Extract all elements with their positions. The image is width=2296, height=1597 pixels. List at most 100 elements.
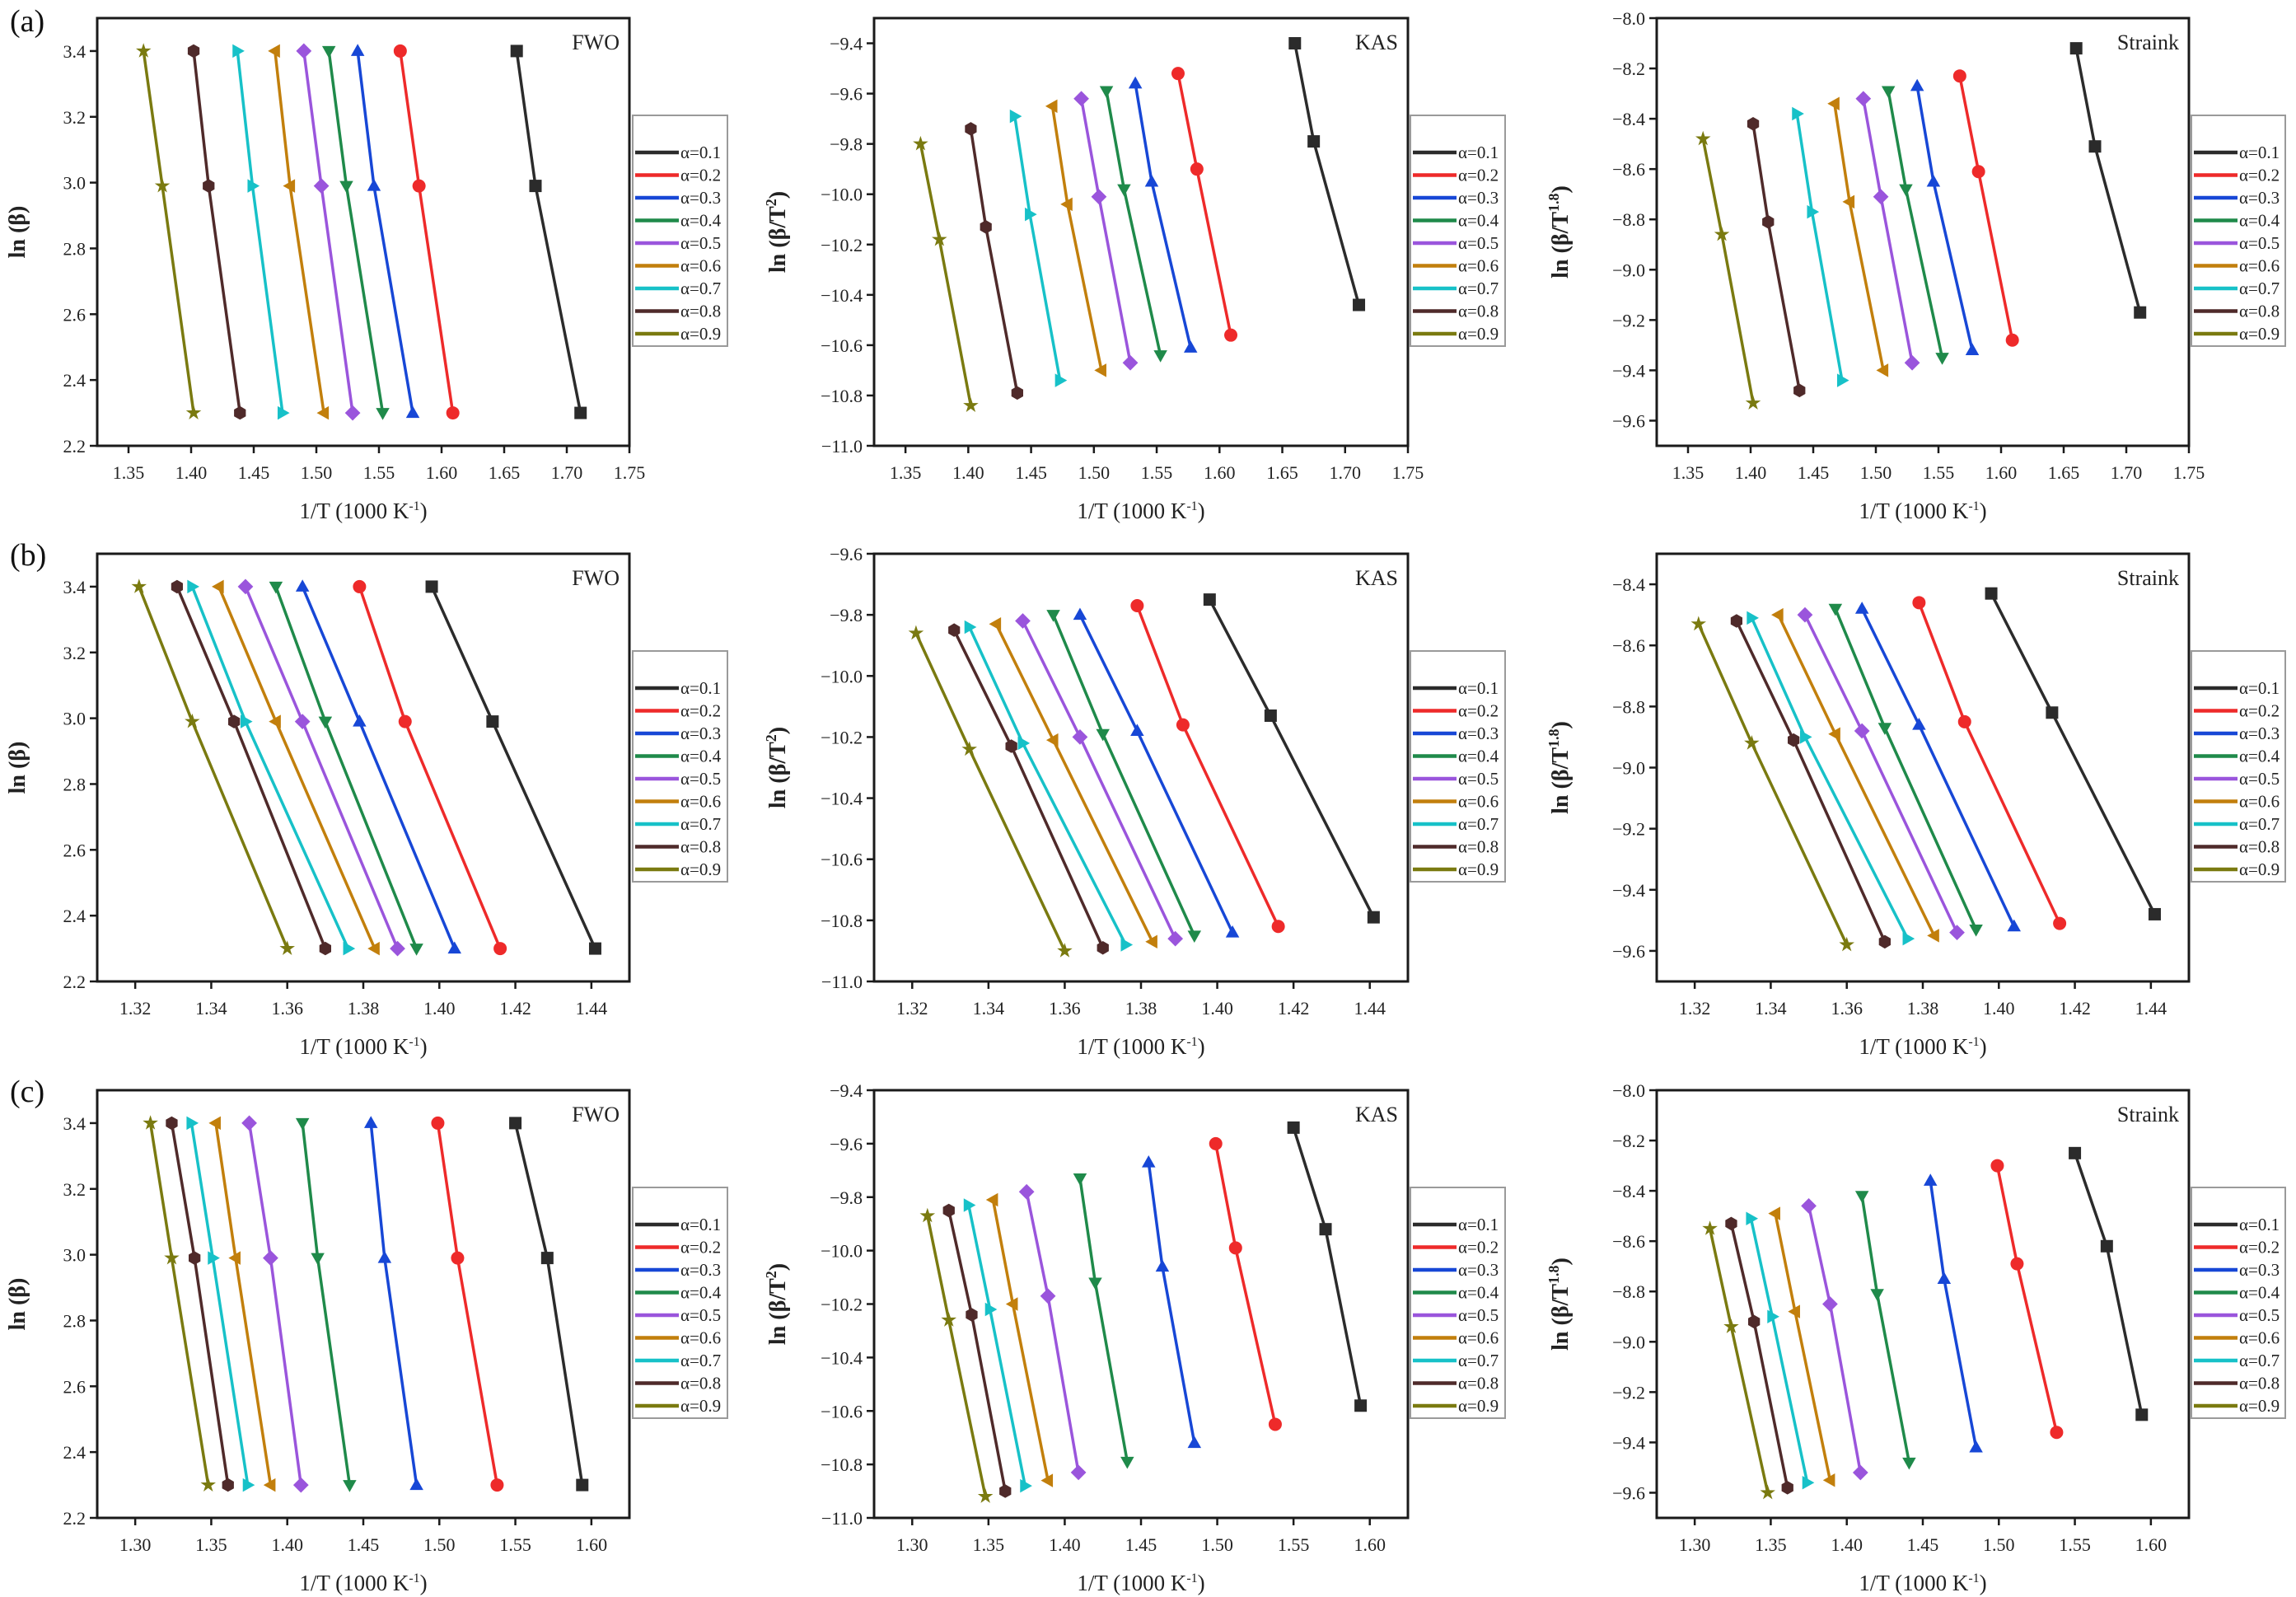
y-tick-label: −8.6 — [1612, 159, 1645, 180]
data-point — [1128, 76, 1143, 89]
x-tick-label: 1.45 — [1125, 1534, 1157, 1555]
y-tick-label: 3.2 — [63, 643, 87, 663]
data-point — [1878, 934, 1891, 949]
legend-item: α=0.8 — [2194, 302, 2280, 321]
data-point — [576, 1478, 589, 1492]
data-point — [1797, 606, 1813, 623]
method-label: FWO — [572, 566, 620, 590]
legend-item: α=0.5 — [2194, 769, 2280, 789]
data-point — [1011, 386, 1023, 400]
data-point — [1965, 343, 1980, 355]
data-point — [1099, 86, 1114, 99]
legend-label: α=0.4 — [1458, 211, 1499, 231]
legend-label: α=0.8 — [680, 302, 721, 321]
method-label: KAS — [1355, 566, 1398, 590]
data-point — [1702, 1220, 1718, 1235]
data-point — [316, 405, 330, 420]
y-tick-label: −9.6 — [1612, 941, 1645, 962]
legend-item: α=0.9 — [635, 859, 721, 879]
data-point — [1855, 91, 1872, 107]
data-point — [311, 1253, 325, 1266]
chart-b-fwo: 1.32 1.34 1.36 1.38 1.40 1.42 1.44 2.2 2.4 2.6 2.8… — [5, 552, 728, 1059]
method-label: Straink — [2117, 1103, 2179, 1126]
data-point — [1792, 106, 1804, 121]
legend-label: α=0.8 — [2239, 1374, 2280, 1393]
series-alpha-0.2 — [393, 44, 460, 420]
data-point — [1744, 735, 1760, 750]
chart-a-straink: 1.35 1.40 1.45 1.50 1.55 1.60 1.65 1.70 1.75 −9.6… — [1545, 8, 2286, 523]
series-alpha-0.9 — [908, 625, 1073, 958]
series-alpha-0.9 — [136, 43, 202, 419]
data-point — [185, 405, 202, 419]
method-label: FWO — [572, 1103, 620, 1126]
data-point — [486, 715, 499, 728]
data-point — [363, 1116, 378, 1128]
legend-label: α=0.7 — [680, 279, 721, 298]
data-point — [1271, 920, 1285, 934]
legend-label: α=0.5 — [680, 233, 721, 253]
legend: α=0.1 α=0.2 α=0.3 α=0.4α=0.5 α=0.6 α=0.7 α=0.8… — [2191, 115, 2286, 347]
y-tick-label: −8.2 — [1612, 59, 1645, 79]
series-alpha-0.2 — [1990, 1159, 2064, 1440]
series-alpha-0.1 — [1287, 1121, 1368, 1412]
legend-label: α=0.5 — [680, 1305, 721, 1325]
y-tick-label: −9.6 — [1612, 410, 1645, 431]
x-tick-label: 1.34 — [195, 998, 227, 1019]
data-point — [1354, 1399, 1368, 1412]
y-tick-label: −9.2 — [1612, 819, 1645, 840]
data-point — [509, 1117, 522, 1130]
y-tick-label: −10.0 — [821, 185, 863, 205]
series-alpha-0.3 — [350, 44, 420, 419]
legend-label: α=0.1 — [1458, 678, 1499, 698]
series-alpha-0.2 — [1130, 599, 1285, 934]
series-alpha-0.4 — [1073, 1173, 1134, 1469]
legend-box — [1410, 115, 1506, 347]
data-point — [212, 579, 224, 594]
data-point — [222, 1478, 234, 1492]
legend-item: α=0.7 — [2194, 1351, 2280, 1370]
legend-item: α=0.6 — [2194, 792, 2280, 812]
data-point — [1807, 204, 1820, 219]
legend-item: α=0.9 — [2194, 859, 2280, 879]
series-alpha-0.7 — [1747, 611, 1915, 946]
legend-label: α=0.1 — [1458, 143, 1499, 162]
y-tick-label: −10.2 — [821, 1295, 863, 1315]
legend-item: α=0.1 — [635, 678, 721, 698]
x-tick-label: 1.55 — [1923, 462, 1955, 483]
data-point — [425, 580, 438, 593]
y-tick-label: −9.4 — [1612, 360, 1645, 381]
legend-label: α=0.2 — [680, 166, 721, 185]
data-point — [1120, 1456, 1134, 1469]
data-point — [999, 1484, 1012, 1498]
legend-label: α=0.3 — [2239, 188, 2280, 208]
legend-label: α=0.2 — [680, 1238, 721, 1257]
chart-a-fwo: 1.35 1.40 1.45 1.50 1.55 1.60 1.65 1.70 1.75 2.2 2… — [5, 16, 728, 523]
data-point — [1025, 207, 1037, 222]
data-point — [409, 944, 423, 956]
data-point — [1910, 78, 1924, 91]
y-tick-label: 2.4 — [63, 1442, 87, 1463]
x-tick-label: 1.30 — [1679, 1534, 1711, 1555]
data-point — [377, 1250, 392, 1263]
data-point — [1771, 607, 1784, 622]
legend-label: α=0.3 — [680, 1260, 721, 1280]
x-tick-label: 1.36 — [1831, 998, 1863, 1019]
data-point — [908, 625, 924, 640]
chart-b-kas: 1.32 1.34 1.36 1.38 1.40 1.42 1.44 −11.0 −10.8 −1… — [763, 544, 1506, 1059]
data-point — [1828, 603, 1843, 616]
series-alpha-0.6 — [1827, 96, 1889, 377]
x-tick-label: 1.35 — [1755, 1534, 1787, 1555]
legend-item: α=0.2 — [635, 166, 721, 185]
y-tick-label: −8.0 — [1612, 1080, 1645, 1101]
legend-label: α=0.4 — [1458, 1283, 1499, 1303]
series-alpha-0.3 — [1073, 607, 1240, 938]
plot-frame — [872, 16, 1410, 447]
data-point — [277, 405, 290, 420]
data-point — [1073, 91, 1089, 107]
legend-label: α=0.7 — [1458, 1351, 1499, 1370]
data-point — [1091, 189, 1107, 205]
data-point — [1747, 611, 1759, 625]
data-point — [919, 1207, 936, 1223]
data-point — [1799, 730, 1812, 744]
legend-label: α=0.4 — [2239, 747, 2280, 766]
